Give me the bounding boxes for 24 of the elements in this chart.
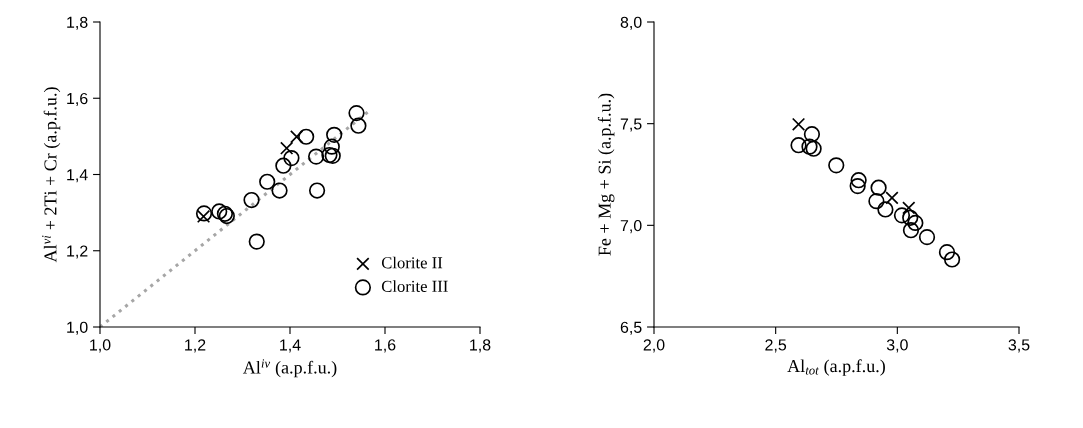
x-tick-label: 3,0 — [886, 339, 908, 353]
x-tick-label: 1,0 — [90, 339, 111, 353]
legend-label: Clorite II — [381, 256, 443, 269]
x-tick-label: 2,0 — [643, 339, 665, 353]
y-tick-label: 7,5 — [620, 118, 642, 132]
x-tick-label: 1,2 — [185, 339, 206, 353]
y-tick-label: 1,8 — [67, 16, 88, 30]
x-tick-label: 2,5 — [765, 339, 787, 353]
y-tick-label: 8,0 — [620, 16, 642, 30]
x-axis-title: Al$_{tot}$ (a.p.f.u.) — [787, 359, 885, 376]
y-tick-label: 6,5 — [620, 321, 642, 335]
x-tick-label: 1,6 — [375, 339, 396, 353]
y-axis-title: Al$^{vi}$ + 2Ti + Cr (a.p.f.u.) — [42, 87, 61, 263]
legend-label: Clorite III — [381, 280, 448, 292]
x-tick-label: 1,4 — [280, 339, 301, 353]
y-tick-label: 1,4 — [67, 169, 88, 183]
y-tick-label: 1,6 — [67, 92, 88, 107]
y-axis-title: Fe + Mg + Si (a.p.f.u.) — [597, 93, 615, 256]
y-tick-label: 7,0 — [620, 219, 642, 234]
x-tick-label: 3,5 — [1008, 339, 1030, 353]
x-tick-label: 1,8 — [470, 339, 491, 353]
y-tick-label: 1,2 — [67, 245, 88, 259]
y-tick-label: 1,0 — [67, 321, 88, 335]
x-axis-title: Al$^{iv}$ (a.p.f.u.) — [242, 359, 337, 378]
